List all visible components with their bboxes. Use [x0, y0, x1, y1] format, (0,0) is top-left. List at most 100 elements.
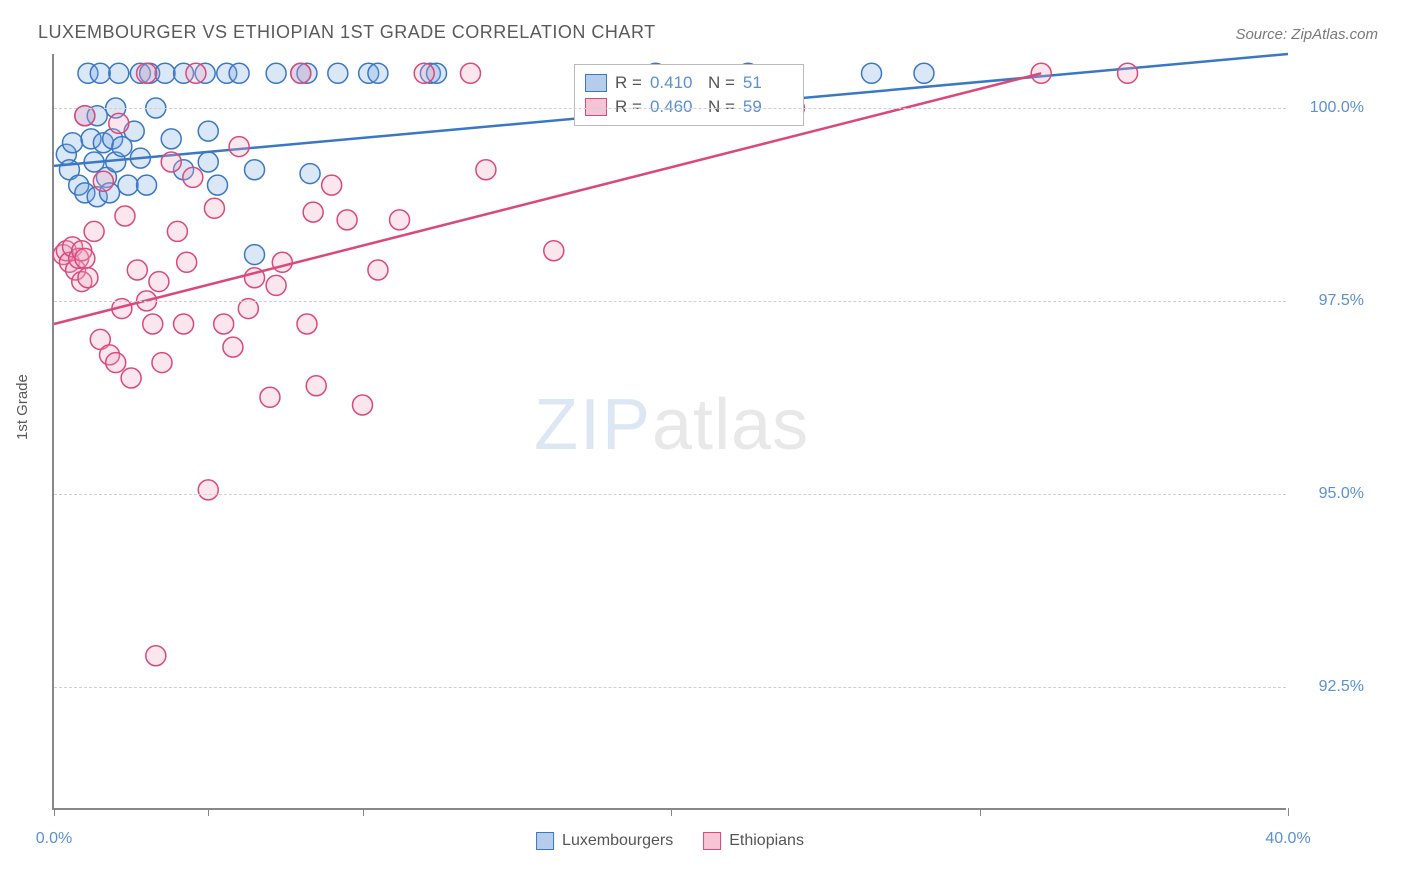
legend-item: Ethiopians	[703, 832, 804, 850]
n-value: 59	[743, 97, 793, 117]
data-point	[106, 353, 126, 373]
data-point	[1118, 63, 1138, 83]
data-point	[78, 268, 98, 288]
gridline	[54, 108, 1286, 109]
data-point	[862, 63, 882, 83]
x-tick-mark	[363, 808, 364, 816]
r-value: 0.410	[650, 73, 700, 93]
source-attribution: Source: ZipAtlas.com	[1235, 26, 1378, 43]
data-point	[149, 272, 169, 292]
n-label: N =	[708, 73, 735, 93]
y-tick-label: 97.5%	[1319, 292, 1364, 310]
data-point	[161, 129, 181, 149]
legend-box-swatch	[585, 74, 607, 92]
series-legend: Luxembourgers Ethiopians	[536, 832, 804, 850]
data-point	[337, 210, 357, 230]
gridline	[54, 494, 1286, 495]
data-point	[198, 480, 218, 500]
legend-item: Luxembourgers	[536, 832, 673, 850]
data-point	[460, 63, 480, 83]
data-point	[177, 252, 197, 272]
data-point	[186, 63, 206, 83]
legend-label: Ethiopians	[729, 832, 804, 850]
data-point	[390, 210, 410, 230]
gridline	[54, 687, 1286, 688]
data-point	[353, 395, 373, 415]
data-point	[137, 63, 157, 83]
data-point	[297, 314, 317, 334]
gridline	[54, 301, 1286, 302]
data-point	[198, 121, 218, 141]
data-point	[115, 206, 135, 226]
x-tick-label: 40.0%	[1265, 830, 1310, 848]
data-point	[155, 63, 175, 83]
y-tick-label: 92.5%	[1319, 678, 1364, 696]
data-point	[322, 175, 342, 195]
data-point	[229, 63, 249, 83]
plot-area: ZIPatlas R = 0.410 N = 51 R = 0.460 N = …	[52, 54, 1286, 810]
data-point	[272, 252, 292, 272]
legend-label: Luxembourgers	[562, 832, 673, 850]
data-point	[75, 248, 95, 268]
x-tick-mark	[1288, 808, 1289, 816]
data-point	[152, 353, 172, 373]
data-point	[300, 164, 320, 184]
x-tick-mark	[54, 808, 55, 816]
data-point	[90, 63, 110, 83]
data-point	[183, 167, 203, 187]
data-point	[198, 152, 218, 172]
data-point	[127, 260, 147, 280]
y-tick-label: 100.0%	[1310, 99, 1364, 117]
data-point	[137, 175, 157, 195]
data-point	[174, 314, 194, 334]
n-label: N =	[708, 97, 735, 117]
data-point	[245, 160, 265, 180]
scatter-svg	[54, 54, 1286, 808]
data-point	[118, 175, 138, 195]
data-point	[260, 387, 280, 407]
data-point	[328, 63, 348, 83]
x-tick-mark	[208, 808, 209, 816]
data-point	[544, 241, 564, 261]
data-point	[214, 314, 234, 334]
y-tick-label: 95.0%	[1319, 485, 1364, 503]
n-value: 51	[743, 73, 793, 93]
legend-swatch	[536, 832, 554, 850]
data-point	[84, 221, 104, 241]
legend-box-row: R = 0.460 N = 59	[585, 95, 793, 119]
data-point	[368, 260, 388, 280]
data-point	[414, 63, 434, 83]
data-point	[306, 376, 326, 396]
y-axis-label: 1st Grade	[14, 374, 31, 440]
legend-box-row: R = 0.410 N = 51	[585, 71, 793, 95]
data-point	[303, 202, 323, 222]
data-point	[121, 368, 141, 388]
data-point	[63, 133, 83, 153]
data-point	[266, 63, 286, 83]
data-point	[167, 221, 187, 241]
data-point	[266, 275, 286, 295]
data-point	[109, 63, 129, 83]
data-point	[109, 113, 129, 133]
trend-line	[54, 73, 1041, 324]
data-point	[204, 198, 224, 218]
data-point	[476, 160, 496, 180]
x-tick-mark	[671, 808, 672, 816]
data-point	[245, 245, 265, 265]
legend-box-swatch	[585, 98, 607, 116]
data-point	[368, 63, 388, 83]
r-value: 0.460	[650, 97, 700, 117]
chart-title: LUXEMBOURGER VS ETHIOPIAN 1ST GRADE CORR…	[38, 22, 656, 43]
data-point	[223, 337, 243, 357]
data-point	[146, 646, 166, 666]
data-point	[229, 137, 249, 157]
r-label: R =	[615, 73, 642, 93]
x-tick-label: 0.0%	[36, 830, 72, 848]
data-point	[914, 63, 934, 83]
correlation-legend: R = 0.410 N = 51 R = 0.460 N = 59	[574, 64, 804, 126]
legend-swatch	[703, 832, 721, 850]
r-label: R =	[615, 97, 642, 117]
data-point	[208, 175, 228, 195]
data-point	[161, 152, 181, 172]
x-tick-mark	[980, 808, 981, 816]
